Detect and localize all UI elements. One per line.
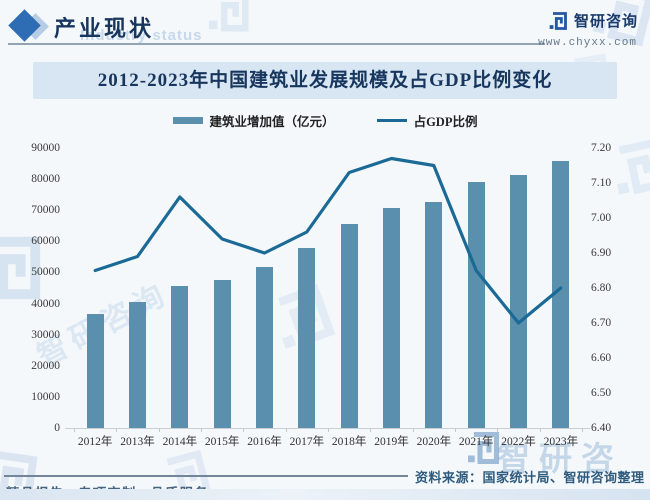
bar-2022年	[510, 175, 527, 428]
x-axis-category-label: 2019年	[374, 436, 409, 448]
x-axis-tick	[285, 428, 287, 432]
x-axis-tick	[243, 428, 245, 432]
bar-2013年	[129, 301, 146, 428]
bar-series-swatch-icon	[172, 117, 203, 124]
bar-2023年	[552, 160, 570, 428]
x-axis-category-label: 2013年	[120, 436, 155, 448]
x-axis-category-label: 2022年	[501, 436, 536, 448]
x-axis-category-label: 2020年	[416, 436, 452, 448]
y-axis-right-tick-label: 7.00	[591, 212, 612, 224]
y-axis-right-tick-label: 6.40	[591, 422, 612, 434]
y-axis-left-tick-label: 90000	[31, 142, 60, 154]
chart-title-banner: 2012-2023年中国建筑业发展规模及占GDP比例变化	[33, 62, 617, 99]
bottom-accent-band	[0, 489, 650, 500]
y-axis-right-tick-label: 6.50	[591, 387, 612, 399]
x-axis-category-label: 2015年	[204, 436, 240, 448]
x-axis-category-label: 2021年	[458, 436, 494, 448]
section-title: 产业现状	[54, 16, 155, 41]
x-axis-tick	[74, 428, 75, 432]
y-axis-left-tick-label: 0	[54, 422, 60, 434]
data-source: 资料来源：国家统计局、智研咨询整理	[415, 470, 645, 485]
y-axis-left-tick-label: 20000	[31, 359, 60, 372]
bar-2021年	[467, 182, 485, 428]
bar-2018年	[340, 223, 358, 428]
x-axis-tick	[455, 428, 456, 432]
x-axis-category-label: 2017年	[289, 436, 325, 448]
y-axis-left-tick-label: 10000	[31, 390, 60, 403]
header-watermark-text: Industry status	[80, 27, 203, 44]
x-axis-line	[65, 428, 590, 429]
brand-logo-icon	[548, 11, 568, 31]
y-axis-left-tick-label: 40000	[31, 297, 60, 310]
bar-2019年	[383, 208, 400, 428]
y-axis-right-tick-label: 6.90	[591, 247, 612, 259]
legend-item-line: 占GDP比例	[376, 111, 478, 130]
x-axis-tick	[116, 428, 118, 432]
legend-item-bar: 建筑业增加值（亿元）	[172, 111, 335, 130]
x-axis-tick	[497, 428, 499, 432]
bar-2014年	[171, 286, 189, 428]
y-axis-right-tick-label: 7.10	[591, 177, 612, 189]
y-axis-right-tick-label: 6.80	[591, 282, 612, 294]
y-axis-left-tick-label: 80000	[31, 173, 60, 186]
y-axis-left-tick-label: 50000	[31, 266, 60, 279]
x-axis-tick	[582, 428, 583, 432]
line-series-swatch-icon	[376, 119, 407, 122]
footer-divider	[4, 475, 408, 477]
x-axis-category-label: 2016年	[247, 436, 282, 448]
x-axis-tick	[370, 428, 372, 432]
x-axis-tick	[539, 428, 541, 432]
bar-2017年	[298, 247, 316, 428]
y-axis-right-tick-label: 6.60	[591, 352, 612, 364]
legend-label: 建筑业增加值（亿元）	[209, 115, 335, 129]
x-axis-category-label: 2023年	[543, 436, 579, 448]
x-axis-category-label: 2012年	[77, 436, 113, 448]
bar-2016年	[256, 267, 273, 428]
x-axis-tick	[412, 428, 414, 432]
y-axis-left-tick-label: 70000	[31, 204, 60, 217]
chart-title: 2012-2023年中国建筑业发展规模及占GDP比例变化	[97, 70, 553, 91]
y-axis-left-tick-label: 30000	[31, 328, 60, 341]
x-axis-tick	[201, 428, 202, 432]
bar-2012年	[86, 313, 104, 428]
y-axis-right-tick-label: 7.20	[591, 142, 612, 154]
x-axis-category-label: 2014年	[162, 436, 198, 448]
x-axis-tick	[328, 428, 329, 432]
chart-legend: 建筑业增加值（亿元） 占GDP比例	[0, 111, 650, 130]
x-axis-category-label: 2018年	[331, 436, 367, 448]
x-axis-tick	[158, 428, 160, 432]
y-axis-left-tick-label: 60000	[31, 235, 60, 248]
legend-label: 占GDP比例	[413, 115, 478, 129]
header-divider	[8, 43, 545, 45]
bar-2020年	[425, 201, 443, 428]
bar-2015年	[213, 279, 231, 428]
y-axis-right-tick-label: 6.70	[591, 317, 612, 329]
